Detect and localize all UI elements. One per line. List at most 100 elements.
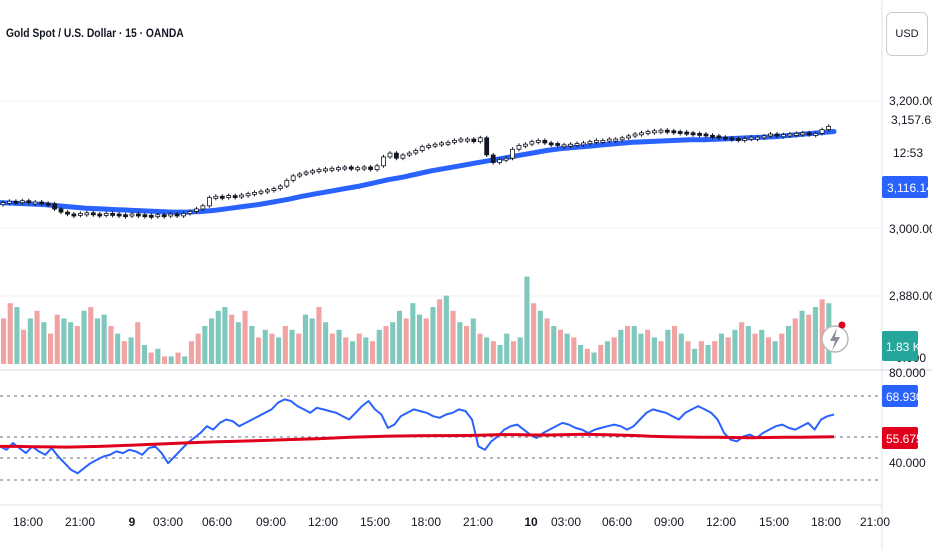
volume-bar — [464, 326, 470, 364]
volume-bar — [423, 318, 429, 364]
candle-body — [793, 132, 799, 136]
candle-body — [781, 134, 786, 138]
candle-body — [219, 195, 225, 199]
volume-bar — [665, 329, 671, 364]
candle-body — [271, 188, 277, 192]
rsi-ma-line — [0, 432, 835, 449]
volume-bar — [772, 341, 778, 364]
time-axis-label: 21:00 — [65, 515, 95, 529]
volume-bar — [370, 341, 376, 364]
volume-bar — [618, 329, 624, 364]
rsi-line — [0, 398, 835, 475]
volume-bar — [806, 314, 812, 364]
volume-bar — [135, 322, 141, 364]
volume-bar — [128, 337, 134, 364]
candle-body — [110, 212, 115, 216]
volume-bar — [336, 329, 342, 364]
volume-bar — [296, 333, 302, 364]
volume-bar — [470, 318, 476, 364]
volume-bar — [195, 333, 201, 364]
candle-body — [374, 165, 380, 171]
candle-body — [723, 136, 728, 140]
candle-body — [452, 139, 457, 143]
volume-bar — [202, 326, 208, 364]
volume-bar — [410, 303, 416, 364]
candle-body — [690, 132, 696, 136]
candle-body — [316, 169, 322, 173]
time-axis-label: 12:00 — [308, 515, 338, 529]
candle-body — [335, 167, 341, 171]
candle-body — [568, 143, 573, 147]
volume-bar — [21, 329, 27, 364]
candle-body — [503, 157, 509, 161]
volume-bar — [705, 345, 711, 364]
volume-bar — [1, 318, 7, 364]
volume-bar — [450, 310, 456, 364]
candle-body — [703, 133, 709, 137]
currency-button[interactable]: USD — [886, 12, 928, 56]
candle-body — [652, 130, 657, 134]
volume-bar — [484, 337, 490, 364]
volume-bar — [752, 333, 758, 364]
volume-bar — [584, 348, 590, 364]
volume-bar — [759, 329, 765, 364]
candle-body — [245, 193, 251, 197]
rsi-tick-label: 80.000 — [889, 366, 926, 380]
volume-bar — [510, 341, 516, 364]
candle-body — [406, 152, 412, 156]
candle-body — [581, 142, 586, 146]
volume-bar — [155, 348, 161, 364]
volume-bar — [765, 337, 771, 364]
volume-bar — [396, 310, 402, 364]
candle-body — [213, 195, 219, 199]
volume-bar — [81, 310, 87, 364]
candle-body — [194, 208, 199, 212]
candle-body — [348, 166, 354, 170]
volume-bar — [457, 322, 463, 364]
volume-bar — [108, 326, 114, 364]
rsi-value-label: 68.930 — [886, 390, 923, 404]
volume-bar — [578, 345, 584, 364]
time-axis-label: 15:00 — [360, 515, 390, 529]
candle-body — [742, 138, 748, 141]
candle-body — [258, 190, 264, 194]
candle-body — [226, 195, 232, 199]
volume-bar — [262, 329, 268, 364]
volume-bar — [430, 307, 436, 364]
time-axis-label: 03:00 — [551, 515, 581, 529]
price-tick-label: 3,000.000 — [889, 222, 932, 236]
volume-bar — [638, 333, 644, 364]
candle-body — [123, 214, 128, 218]
candle-body — [135, 213, 141, 217]
countdown-label: 12:53 — [893, 146, 923, 160]
volume-bar — [356, 333, 362, 364]
volume-bar — [222, 307, 228, 364]
candle-body — [471, 138, 477, 143]
volume-bar — [819, 299, 825, 364]
volume-bar — [323, 322, 329, 364]
volume-bar — [718, 333, 724, 364]
rsi-ma-value-tag — [882, 427, 918, 449]
candle-body — [32, 201, 38, 205]
candle-body — [787, 133, 793, 137]
time-axis-label: 15:00 — [759, 515, 789, 529]
volume-bar — [557, 329, 563, 364]
volume-bar — [799, 310, 805, 364]
candle-body — [710, 134, 715, 138]
candle-body — [13, 200, 19, 204]
chart-title: Gold Spot / U.S. Dollar · 15 · OANDA — [6, 26, 184, 40]
candle-body — [187, 211, 193, 214]
candle-body — [684, 131, 690, 135]
candle-body — [458, 138, 464, 142]
price-tick-label: 3,200.000 — [889, 94, 932, 108]
candle-body — [174, 213, 180, 217]
candle-body — [65, 211, 70, 215]
candle-body — [755, 136, 760, 140]
candle-body — [548, 142, 554, 146]
candle-body — [168, 213, 174, 217]
volume-bar — [302, 314, 308, 364]
candle-body — [626, 135, 631, 139]
candle-body — [555, 143, 561, 146]
candle-body — [181, 212, 187, 217]
